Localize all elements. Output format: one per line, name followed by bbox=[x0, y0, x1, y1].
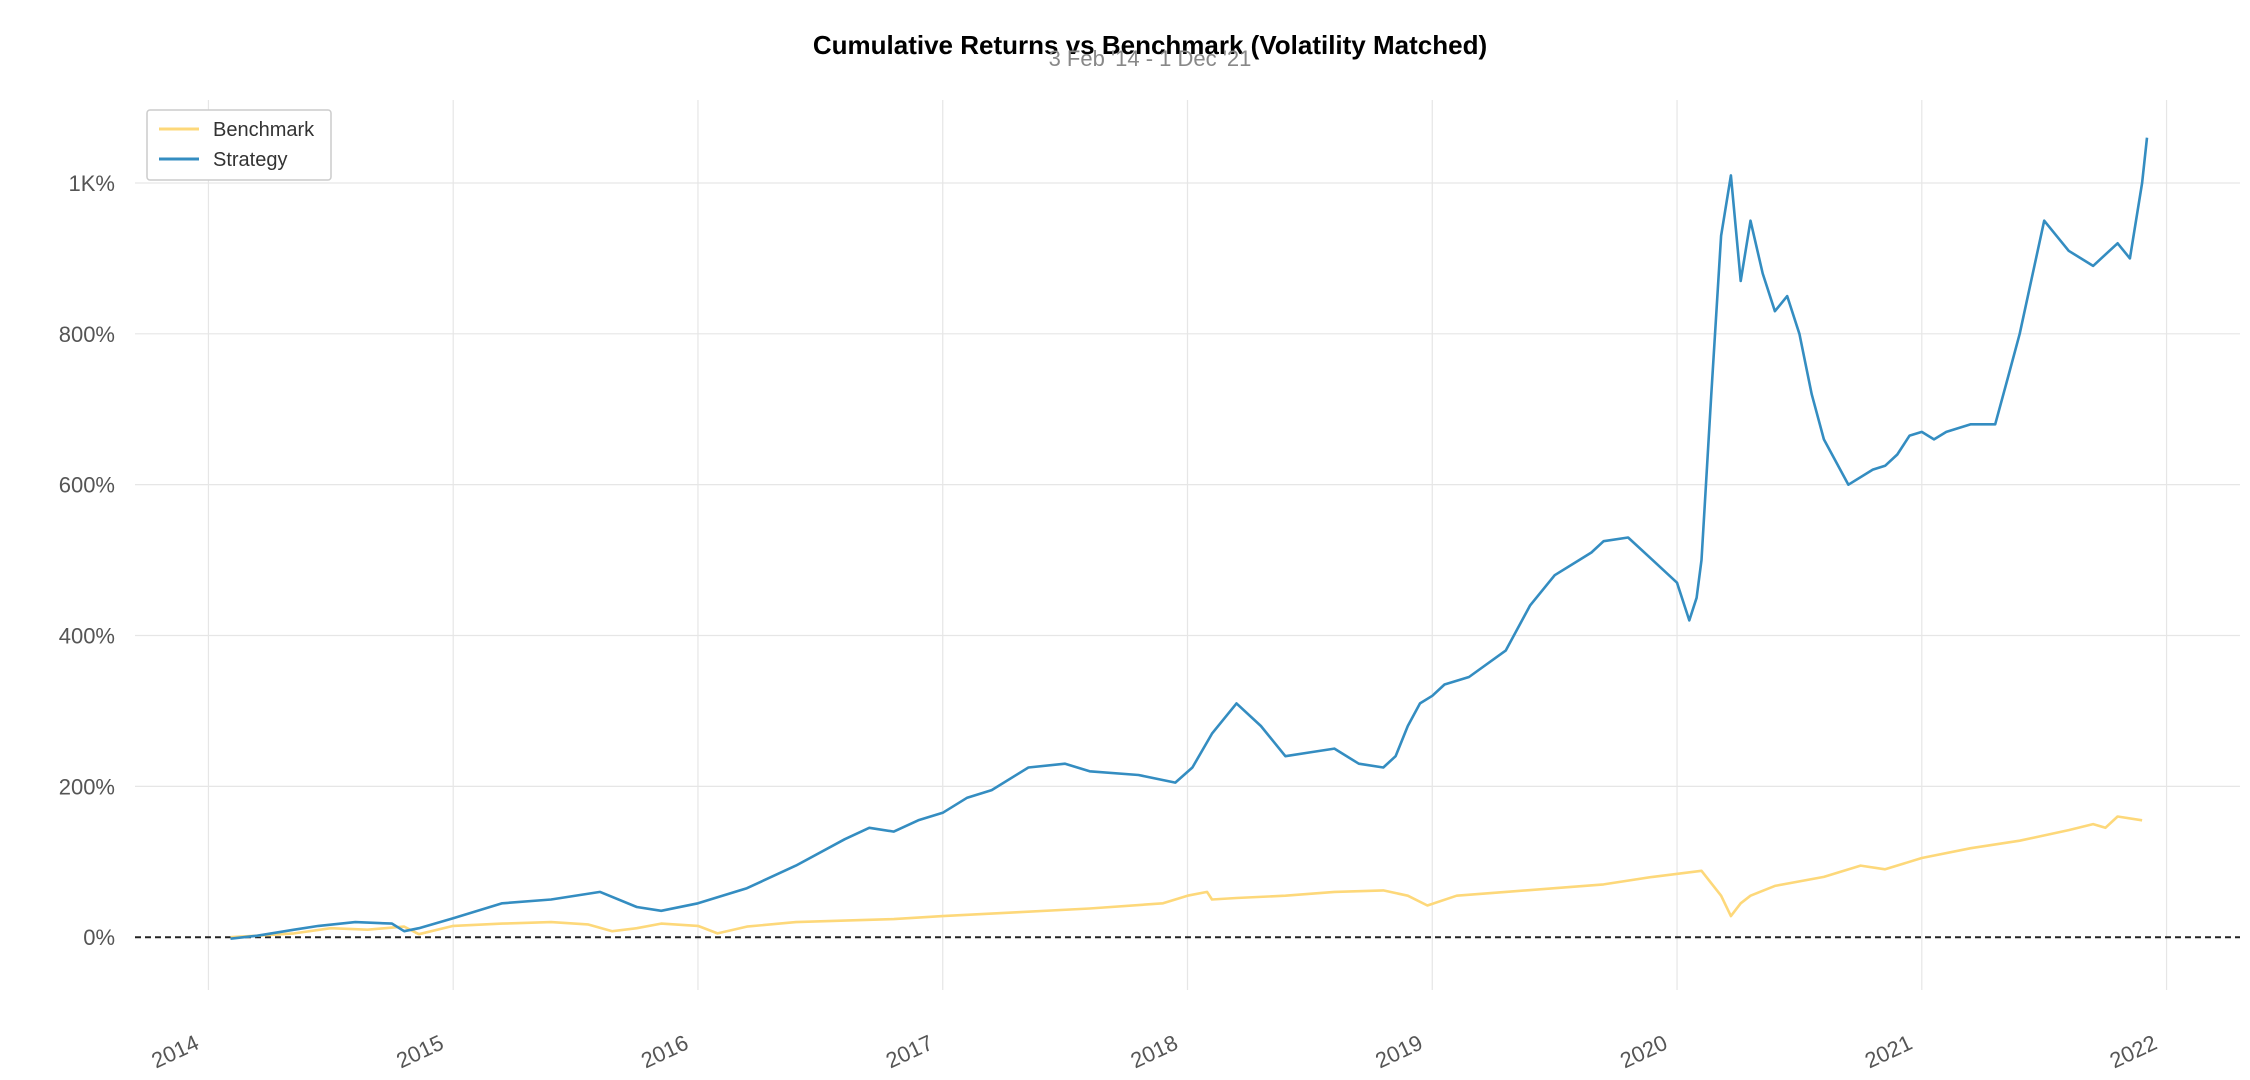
y-tick-label: 400% bbox=[59, 624, 115, 649]
series-lines bbox=[230, 137, 2149, 940]
x-tick-label: 2014 bbox=[148, 1030, 203, 1073]
legend: Benchmark Strategy bbox=[146, 109, 332, 181]
series-line-strategy bbox=[230, 137, 2149, 940]
x-tick-label: 2022 bbox=[2106, 1030, 2161, 1073]
x-tick-label: 2019 bbox=[1371, 1030, 1426, 1073]
chart-title: Cumulative Returns vs Benchmark (Volatil… bbox=[813, 30, 1487, 60]
x-tick-label: 2017 bbox=[882, 1030, 937, 1073]
x-axis-ticks: 2014 2015 2016 2017 2018 2019 2020 2021 2022 bbox=[148, 1030, 2161, 1073]
y-tick-label: 200% bbox=[59, 774, 115, 799]
x-tick-label: 2018 bbox=[1127, 1030, 1182, 1073]
x-tick-label: 2016 bbox=[637, 1030, 692, 1073]
legend-label-benchmark: Benchmark bbox=[213, 119, 315, 141]
legend-label-strategy: Strategy bbox=[213, 149, 287, 171]
chart-subtitle: 3 Feb '14 - 1 Dec '21 bbox=[1049, 46, 1252, 71]
y-axis-ticks: 0% 200% 400% 600% 800% 1K% bbox=[59, 171, 115, 950]
x-tick-label: 2015 bbox=[392, 1030, 447, 1073]
y-tick-label: 0% bbox=[83, 925, 115, 950]
series-line-benchmark bbox=[230, 815, 2143, 939]
y-tick-label: 800% bbox=[59, 322, 115, 347]
y-tick-label: 600% bbox=[59, 473, 115, 498]
grid bbox=[135, 100, 2240, 990]
x-tick-label: 2020 bbox=[1616, 1030, 1671, 1073]
y-tick-label: 1K% bbox=[69, 171, 115, 196]
x-tick-label: 2021 bbox=[1861, 1030, 1916, 1073]
